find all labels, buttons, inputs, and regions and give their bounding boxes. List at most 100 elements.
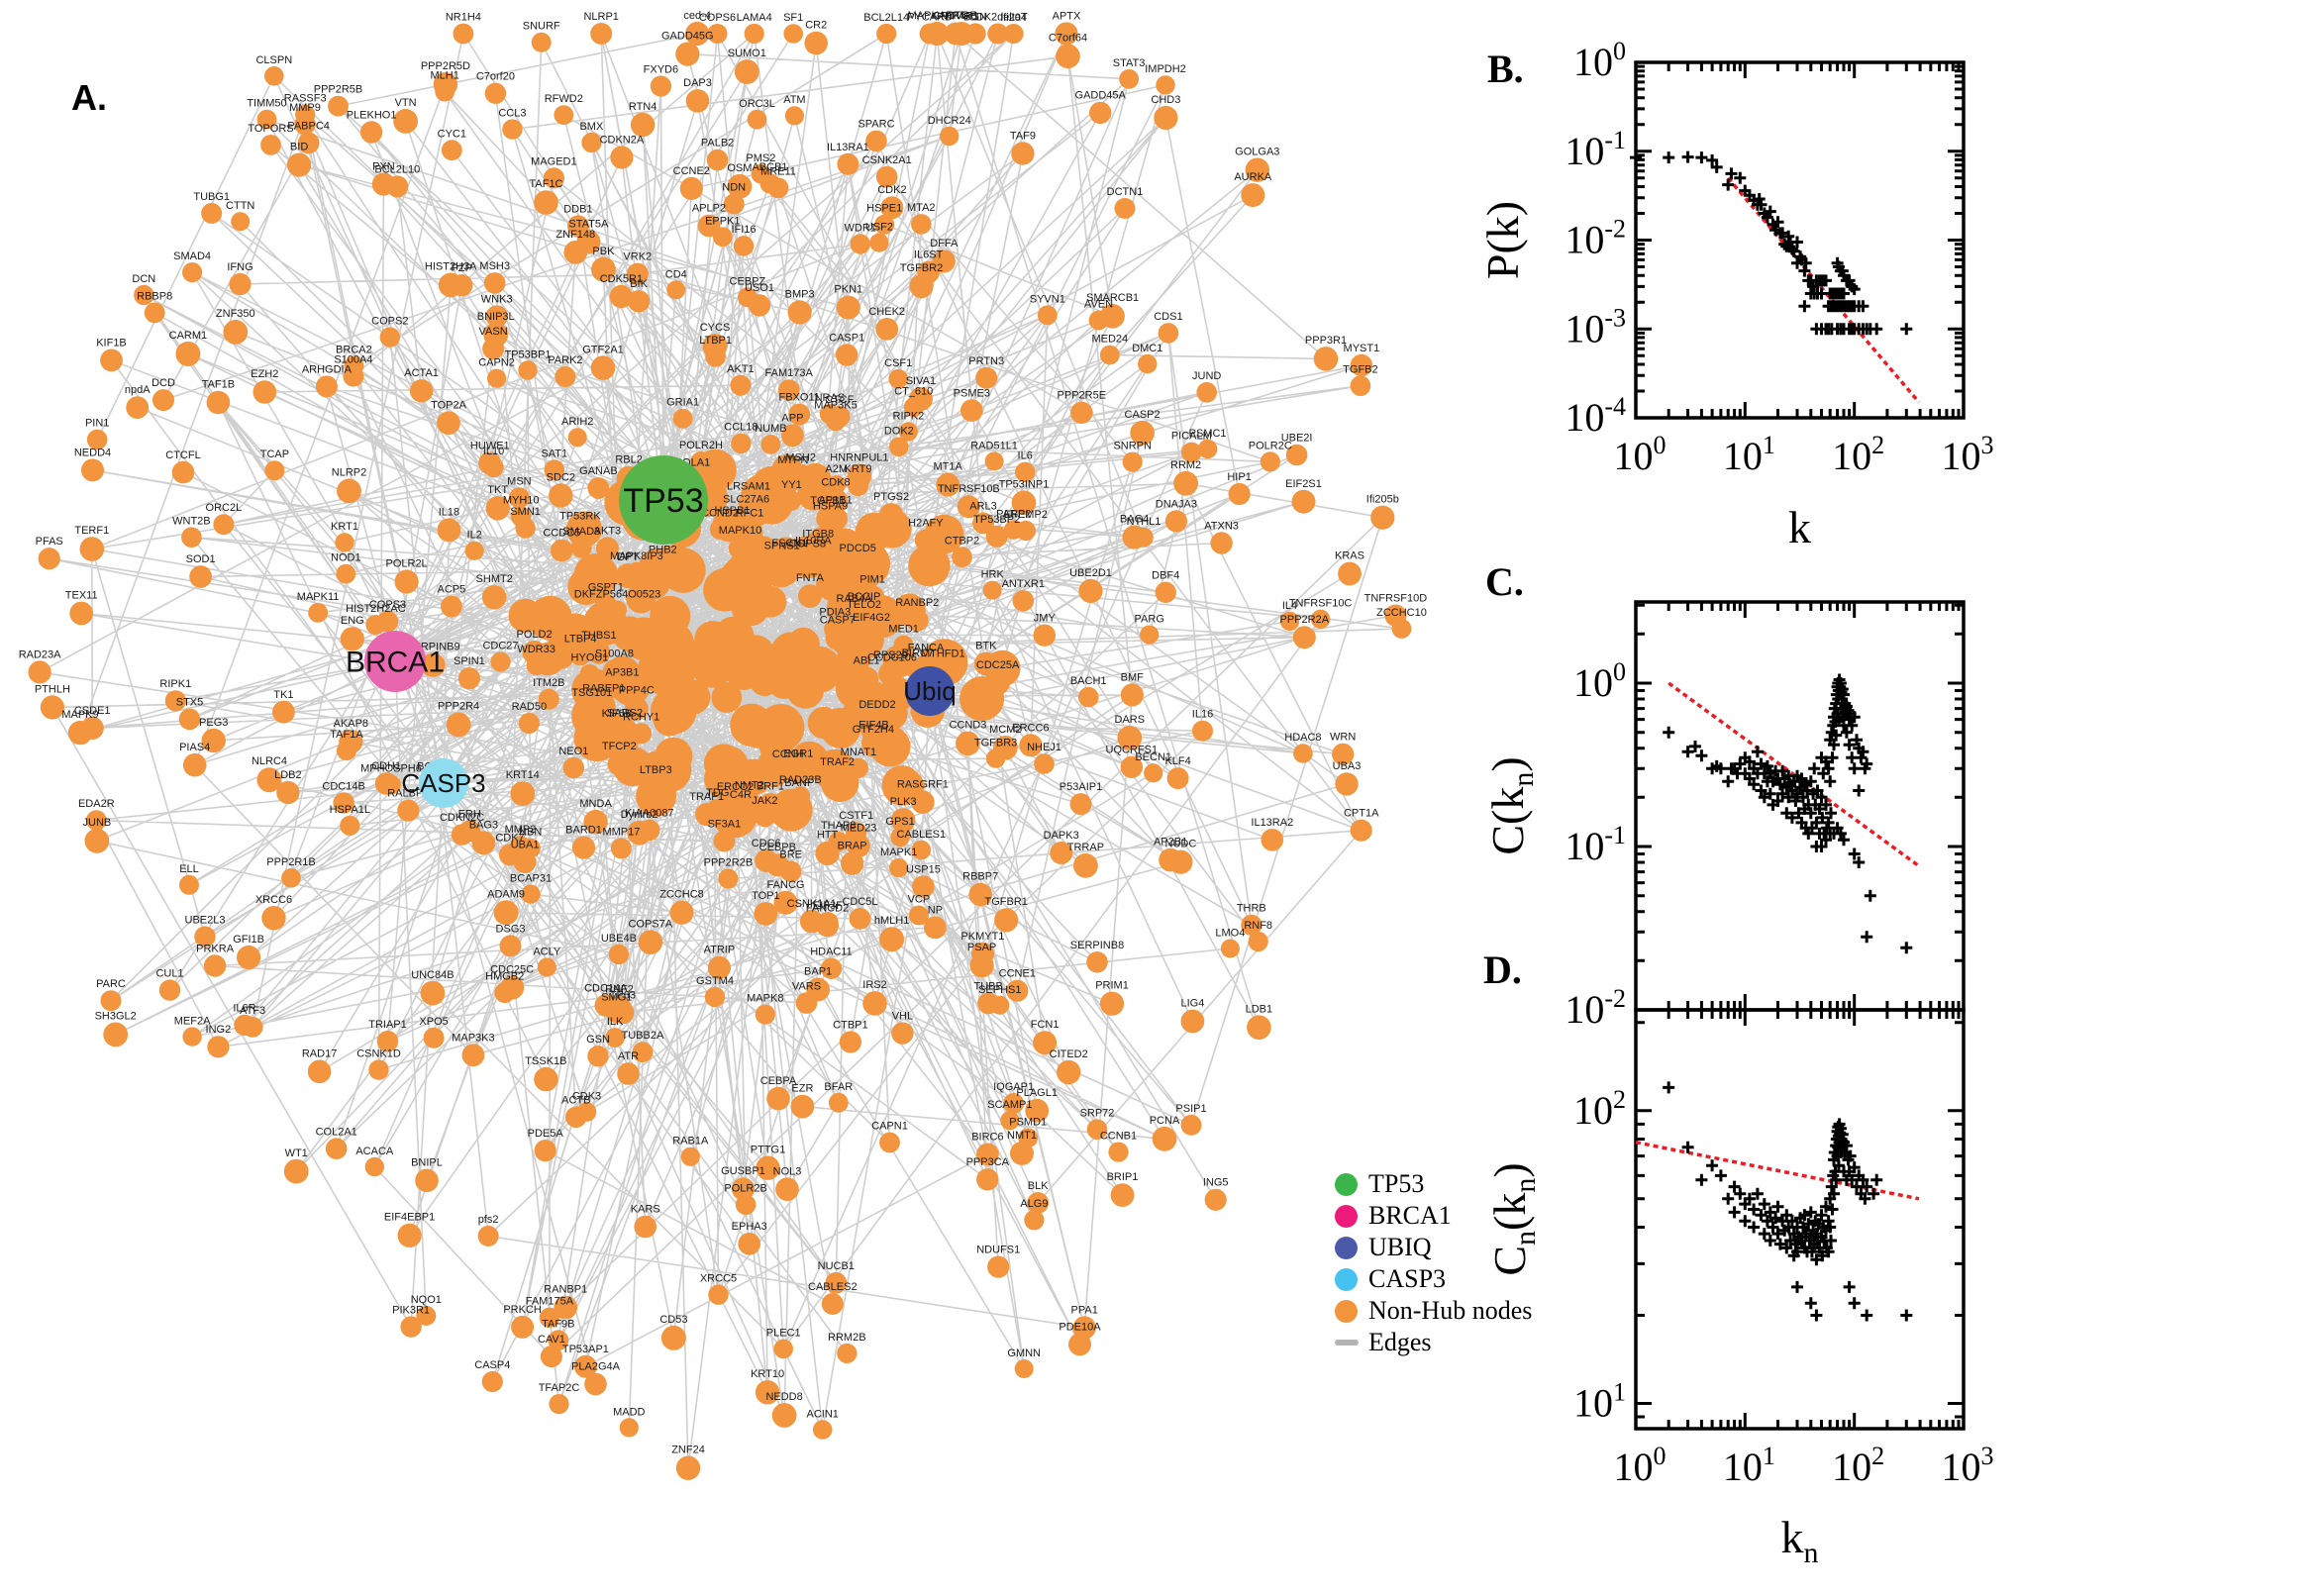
network-node-label: ENG	[341, 615, 364, 627]
network-node-label: NDUFS1	[976, 1245, 1020, 1256]
network-node-label: DDB1	[563, 203, 592, 215]
network-node-label: COL2A1	[316, 1126, 357, 1138]
network-node-label: UQCRFS1	[1106, 745, 1159, 756]
legend-item: Non-Hub nodes	[1335, 1295, 1532, 1327]
network-node-label: CDK2deltaT	[968, 12, 1028, 24]
network-node-label: PICALM	[1171, 431, 1212, 443]
network-node	[415, 1168, 439, 1193]
network-node-label: UBA3	[1333, 760, 1362, 772]
network-node	[1014, 1359, 1034, 1378]
network-node-label: TUBG1	[193, 191, 230, 203]
network-node	[747, 109, 767, 130]
network-node-label: ATRIP	[704, 945, 736, 956]
tick-label: 10-4	[1565, 392, 1626, 440]
network-node	[820, 957, 843, 979]
network-node-label: ING5	[1203, 1177, 1229, 1189]
network-node	[481, 1370, 503, 1393]
network-node-label: CD53	[659, 1314, 687, 1326]
network-node	[86, 810, 107, 831]
network-node	[1012, 590, 1035, 612]
network-node-label: TUBB2A	[622, 1030, 664, 1042]
network-node	[1119, 68, 1139, 89]
network-node-label: RANBP2	[895, 597, 939, 609]
network-node-label: BRCA2	[336, 345, 372, 356]
network-node	[1077, 686, 1099, 708]
network-node-label: GSN	[586, 1034, 610, 1046]
network-node	[1310, 609, 1331, 629]
network-node	[756, 1155, 780, 1180]
network-node	[823, 488, 849, 513]
network-node-label: CDK8	[821, 477, 850, 489]
network-node-label: ACACA	[355, 1146, 394, 1157]
network-node-label: ACP5	[438, 584, 466, 596]
network-node	[709, 519, 731, 540]
network-node	[666, 280, 686, 300]
network-node-label: AKAP8	[334, 718, 368, 730]
network-node-label: TGFB1	[810, 495, 845, 507]
network-node	[518, 713, 540, 734]
network-node	[1027, 1192, 1050, 1214]
network-node-label: UBE2I	[1281, 433, 1313, 445]
network-node	[798, 584, 822, 608]
network-node-label: TSG101	[571, 687, 612, 699]
network-node	[846, 554, 869, 578]
network-node	[587, 1046, 609, 1067]
network-node	[446, 712, 471, 738]
network-node	[171, 460, 195, 484]
network-node	[1099, 991, 1125, 1016]
network-node-label: TNFRSF10D	[1364, 593, 1428, 605]
network-node-label: DARS	[1115, 714, 1146, 726]
network-node	[975, 366, 998, 389]
network-node	[69, 601, 94, 626]
network-node-label: COPS6	[699, 12, 736, 24]
network-node	[1204, 1188, 1227, 1211]
network-node-label: TGFB2	[1343, 363, 1377, 375]
network-node	[1068, 1333, 1091, 1356]
network-node	[67, 720, 93, 746]
network-node	[881, 765, 923, 806]
network-node	[100, 990, 122, 1012]
network-node-label: RAB1A	[672, 1136, 709, 1147]
network-node-label: RAB4A	[837, 593, 873, 605]
tick-label: 101	[1723, 431, 1775, 478]
network-node	[1180, 1114, 1202, 1136]
network-node-label: UBA1	[511, 840, 540, 851]
network-node	[849, 907, 871, 930]
network-node	[1025, 1098, 1050, 1123]
edge-swatch-icon	[1335, 1340, 1359, 1346]
network-node-label: WDR1	[845, 222, 876, 234]
network-node-label: NEDD4	[74, 447, 111, 458]
network-node	[825, 1271, 848, 1294]
network-node-label: BCAP31	[510, 873, 552, 885]
network-node-label: SCAMP1	[987, 1099, 1032, 1111]
network-node	[675, 1455, 701, 1480]
network-node	[521, 884, 541, 904]
network-node	[675, 42, 700, 66]
network-node-label: CCNB1	[1100, 1131, 1137, 1143]
network-node	[828, 406, 851, 428]
network-node	[223, 320, 249, 345]
network-node-label: TP53AP1	[562, 1344, 609, 1355]
network-node-label: PRTN3	[968, 355, 1004, 367]
network-node-label: BTK	[975, 640, 997, 651]
tick-label: 102	[1573, 1085, 1626, 1133]
network-node	[638, 930, 663, 954]
network-node-label: IQGAP1	[993, 1081, 1034, 1093]
network-node-label: NUCB1	[818, 1260, 855, 1272]
network-node	[518, 360, 538, 380]
network-node	[499, 975, 525, 1000]
network-node-label: TDG	[706, 787, 729, 799]
network-node-label: HNRNPUL1	[830, 451, 888, 463]
network-node-label: SMARCB1	[1086, 292, 1139, 304]
network-node-label: TP53BP1	[504, 349, 551, 360]
network-node-label: BCL2L14	[863, 12, 909, 24]
network-node-label: PABPC4	[287, 121, 330, 133]
network-node-label: CTGF	[947, 10, 976, 22]
network-node-label: CTTN	[226, 200, 254, 212]
network-node-label: TP53INP1	[999, 479, 1050, 491]
network-node-label: ELL	[179, 863, 199, 875]
network-node	[854, 666, 879, 691]
network-node-label: DNAJA3	[1156, 498, 1197, 510]
network-node-label: COPS7A	[628, 919, 672, 931]
